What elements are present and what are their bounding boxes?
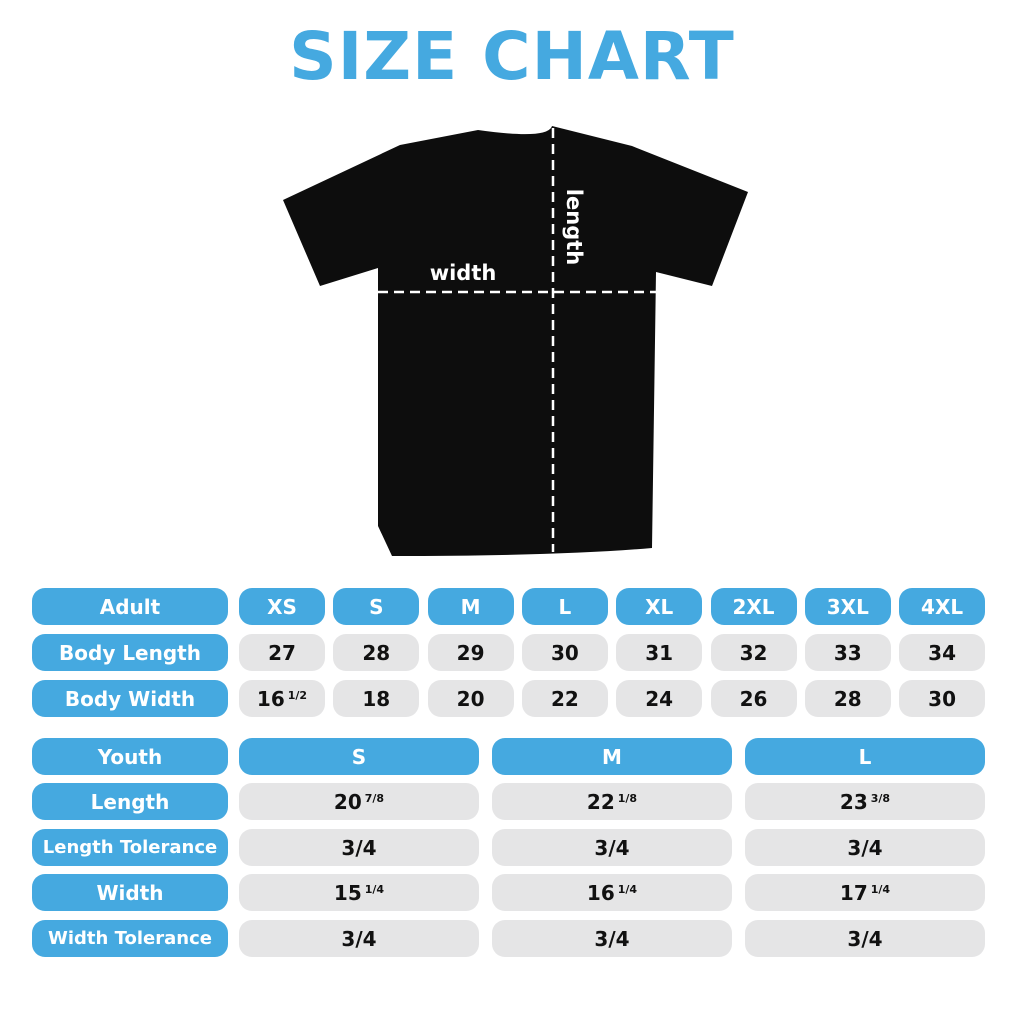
youth-value-cell: 3/4 [745,920,985,957]
youth-value-cell: 22 1/8 [492,783,732,820]
value-whole: 3/4 [847,926,883,951]
value-whole: 3/4 [847,835,883,860]
youth-row-label: Width Tolerance [32,920,228,957]
value-whole: 20 [456,686,485,711]
tshirt-diagram: width length [283,126,748,556]
value-whole: 32 [739,640,768,665]
value-whole: 15 [333,880,362,905]
adult-value-cell: 20 [427,680,514,717]
youth-row-label: Length Tolerance [32,829,228,866]
value-whole: 26 [739,686,768,711]
value-whole: 17 [839,880,868,905]
value-fraction: 3/8 [870,792,891,805]
value-whole: 3/4 [341,926,377,951]
adult-size-xl: XL [616,588,703,625]
adult-size-2xl: 2XL [710,588,797,625]
value-whole: 18 [362,686,391,711]
value-fraction: 1/4 [617,883,638,896]
value-fraction: 1/8 [617,792,638,805]
youth-value-cell: 3/4 [239,829,479,866]
youth-row-label: Width [32,874,228,911]
adult-value-cell: 18 [333,680,420,717]
youth-value-cell: 20 7/8 [239,783,479,820]
value-whole: 23 [839,789,868,814]
value-whole: 30 [550,640,579,665]
adult-value-cell: 16 1/2 [239,680,325,717]
youth-size-s: S [239,738,479,775]
adult-size-4xl: 4XL [899,588,986,625]
youth-size-l: L [745,738,985,775]
value-fraction: 1/4 [364,883,385,896]
adult-value-cell: 28 [804,680,891,717]
value-whole: 34 [928,640,957,665]
adult-value-cell: 28 [333,634,420,671]
page-title: SIZE CHART [289,18,735,95]
adult-size-l: L [521,588,608,625]
value-whole: 24 [645,686,674,711]
youth-value-cell: 3/4 [492,829,732,866]
youth-size-m: M [492,738,732,775]
value-fraction: 7/8 [364,792,385,805]
value-whole: 16 [586,880,615,905]
value-whole: 28 [833,686,862,711]
youth-value-cell: 17 1/4 [745,874,985,911]
youth-value-cell: 15 1/4 [239,874,479,911]
value-whole: 16 [256,686,285,711]
adult-size-s: S [333,588,420,625]
value-whole: 20 [333,789,362,814]
value-whole: 29 [456,640,485,665]
adult-value-cell: 34 [899,634,986,671]
adult-value-cell: 32 [710,634,797,671]
value-whole: 33 [833,640,862,665]
value-whole: 22 [586,789,615,814]
tshirt-shape [283,126,748,556]
adult-size-m: M [427,588,514,625]
adult-value-cell: 31 [616,634,703,671]
adult-value-cell: 26 [710,680,797,717]
youth-value-cell: 3/4 [492,920,732,957]
value-whole: 30 [928,686,957,711]
adult-value-cell: 27 [239,634,325,671]
value-whole: 22 [550,686,579,711]
adult-row-label: Body Length [32,634,228,671]
adult-size-xs: XS [239,588,325,625]
youth-value-cell: 23 3/8 [745,783,985,820]
value-fraction: 1/2 [287,689,308,702]
youth-value-cell: 3/4 [745,829,985,866]
youth-value-cell: 3/4 [239,920,479,957]
youth-row-label: Length [32,783,228,820]
value-fraction: 1/4 [870,883,891,896]
value-whole: 28 [362,640,391,665]
youth-header: Youth [32,738,228,775]
adult-value-cell: 30 [521,634,608,671]
value-whole: 3/4 [594,926,630,951]
youth-value-cell: 16 1/4 [492,874,732,911]
adult-size-3xl: 3XL [804,588,891,625]
value-whole: 3/4 [341,835,377,860]
adult-header: Adult [32,588,228,625]
adult-value-cell: 22 [521,680,608,717]
value-whole: 3/4 [594,835,630,860]
length-label: length [562,189,586,265]
adult-value-cell: 24 [616,680,703,717]
value-whole: 31 [645,640,674,665]
adult-value-cell: 30 [899,680,986,717]
adult-value-cell: 29 [427,634,514,671]
width-label: width [430,261,497,285]
adult-row-label: Body Width [32,680,228,717]
value-whole: 27 [268,640,296,665]
adult-value-cell: 33 [804,634,891,671]
